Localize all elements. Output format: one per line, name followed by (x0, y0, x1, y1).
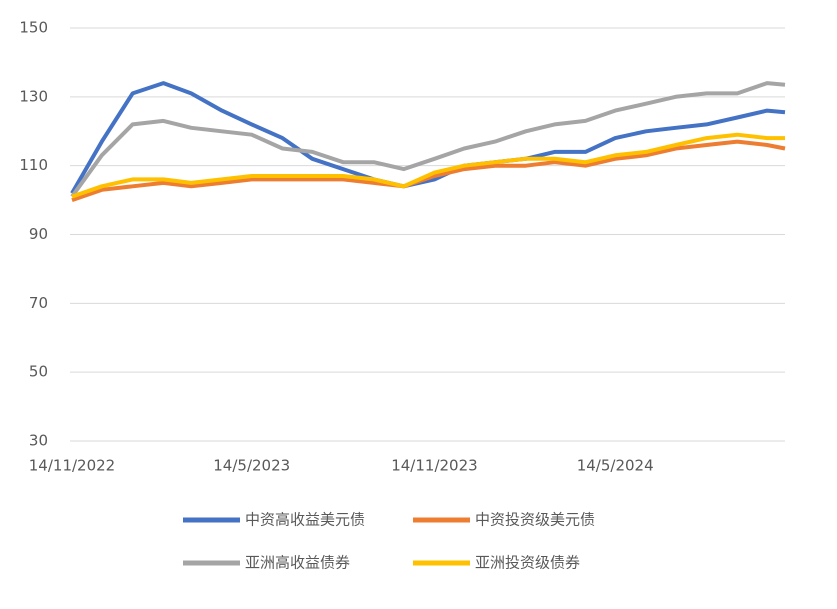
series-line (70, 81, 786, 198)
series-line (70, 81, 786, 195)
x-tick-label: 14/5/2024 (577, 457, 654, 475)
y-tick-label: 130 (19, 87, 48, 105)
x-tick-label: 14/11/2023 (391, 457, 477, 475)
x-tick-label: 14/11/2022 (29, 457, 115, 475)
y-tick-label: 50 (29, 363, 48, 381)
series-line (71, 132, 785, 199)
y-tick-label: 90 (29, 225, 48, 243)
legend-label: 中资投资级美元债 (475, 511, 595, 529)
y-tick-label: 30 (29, 432, 48, 450)
series-line (71, 139, 786, 202)
y-tick-label: 70 (29, 294, 48, 312)
legend-label: 亚洲投资级债券 (475, 554, 580, 572)
legend-label: 中资高收益美元债 (245, 511, 365, 529)
y-tick-label: 150 (19, 19, 48, 37)
x-tick-label: 14/5/2023 (213, 457, 290, 475)
y-tick-label: 110 (19, 156, 48, 174)
legend-label: 亚洲高收益债券 (245, 554, 350, 572)
